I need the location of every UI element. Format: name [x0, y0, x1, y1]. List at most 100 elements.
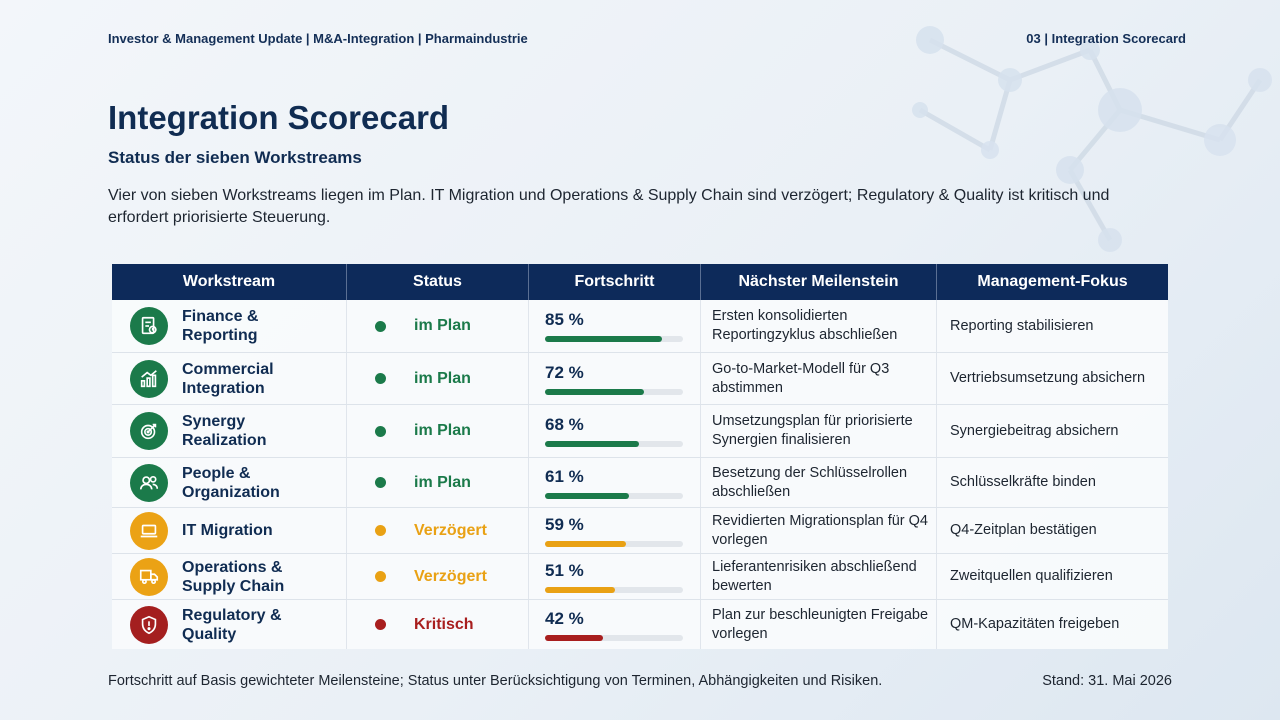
workstream-name: Commercial Integration	[182, 360, 274, 397]
header-breadcrumb: Investor & Management Update | M&A-Integ…	[108, 31, 528, 46]
page-title: Integration Scorecard	[108, 99, 450, 136]
progress-value: 59 %	[545, 514, 584, 534]
workstream-name: Finance & Reporting	[182, 308, 259, 344]
focus-cell: Schlüsselkräfte binden	[950, 474, 1096, 490]
footer-date: Stand: 31. Mai 2026	[1042, 673, 1172, 689]
col-header-progress: Fortschritt	[529, 264, 701, 300]
progress-cell: 68 %	[529, 405, 701, 457]
status-label: im Plan	[414, 369, 471, 387]
progress-value: 68 %	[545, 415, 584, 434]
footer: Fortschritt auf Basis gewichteter Meilen…	[108, 673, 1172, 689]
status-label: im Plan	[414, 317, 471, 334]
table-row: Synergy Realization im Plan 68 % Umsetzu…	[112, 405, 1168, 458]
workstream-name: Synergy Realization	[182, 413, 267, 449]
progress-value: 85 %	[545, 310, 584, 329]
status-cell: im Plan	[347, 405, 529, 457]
progress-cell: 72 %	[529, 353, 701, 404]
focus-cell: Q4-Zeitplan bestätigen	[950, 522, 1097, 538]
milestone-cell: Lieferantenrisiken abschließend bewerten	[701, 554, 937, 599]
intro-text: Vier von sieben Workstreams liegen im Pl…	[108, 187, 1110, 226]
shield-alert-icon	[130, 605, 168, 644]
growth-chart-icon	[130, 359, 168, 398]
footer-note: Fortschritt auf Basis gewichteter Meilen…	[108, 673, 883, 689]
workstream-cell: Finance & Reporting	[112, 300, 347, 352]
workstream-name: Regulatory & Quality	[182, 606, 282, 643]
page-subtitle: Status der sieben Workstreams	[108, 148, 362, 167]
milestone-cell: Revidierten Migrationsplan für Q4 vorleg…	[701, 508, 937, 553]
workstream-cell: IT Migration	[112, 508, 347, 553]
header-section: 03 | Integration Scorecard	[1026, 31, 1186, 46]
status-dot	[375, 373, 386, 384]
table-header: Workstream Status Fortschritt Nächster M…	[112, 264, 1168, 300]
table-row: Regulatory & Quality Kritisch 42 % Plan …	[112, 600, 1168, 649]
status-dot	[375, 619, 386, 630]
focus-cell: Zweitquellen qualifizieren	[950, 568, 1113, 584]
progress-track	[545, 388, 683, 395]
top-bar: Investor & Management Update | M&A-Integ…	[108, 31, 1186, 46]
col-header-status: Status	[347, 264, 529, 300]
workstream-cell: Regulatory & Quality	[112, 600, 347, 649]
status-dot	[375, 320, 386, 332]
workstream-name: Operations & Supply Chain	[182, 558, 285, 595]
progress-bar-fill	[545, 634, 603, 641]
laptop-icon	[130, 511, 168, 550]
progress-bar-fill	[545, 336, 663, 342]
table-row: IT Migration Verzögert 59 % Revidierten …	[112, 508, 1168, 554]
progress-track	[545, 492, 683, 499]
milestone-cell: Go-to-Market-Modell für Q3 abstimmen	[701, 353, 937, 404]
status-cell: im Plan	[347, 458, 529, 507]
finance-report-icon	[130, 307, 168, 345]
progress-value: 61 %	[545, 466, 584, 486]
progress-track	[545, 336, 683, 342]
progress-cell: 85 %	[529, 300, 701, 352]
progress-bar-fill	[545, 586, 616, 593]
workstream-cell: Commercial Integration	[112, 353, 347, 404]
progress-track	[545, 634, 683, 641]
milestone-cell: Plan zur beschleunigten Freigabe vorlege…	[701, 600, 937, 649]
workstream-cell: Operations & Supply Chain	[112, 554, 347, 599]
milestone-cell: Umsetzungsplan für priorisierte Synergie…	[701, 405, 937, 457]
table-row: Operations & Supply Chain Verzögert 51 %…	[112, 554, 1168, 600]
status-dot	[375, 525, 386, 536]
table-row: Commercial Integration im Plan 72 % Go-t…	[112, 353, 1168, 405]
status-cell: Verzögert	[347, 508, 529, 553]
workstream-name: People & Organization	[182, 464, 280, 501]
progress-value: 72 %	[545, 362, 584, 382]
milestone-cell: Besetzung der Schlüsselrollen abschließe…	[701, 458, 937, 507]
progress-track	[545, 586, 683, 593]
status-label: Verzögert	[414, 567, 487, 585]
progress-value: 51 %	[545, 560, 584, 580]
workstream-cell: Synergy Realization	[112, 405, 347, 457]
workstream-name: IT Migration	[182, 522, 273, 539]
progress-value: 42 %	[545, 608, 584, 628]
status-cell: Verzögert	[347, 554, 529, 599]
progress-bar-fill	[545, 492, 630, 499]
focus-cell: Vertriebsumsetzung absichern	[950, 370, 1146, 386]
status-cell: Kritisch	[347, 600, 529, 649]
table-row: Finance & Reporting im Plan 85 % Ersten …	[112, 300, 1168, 353]
molecule-background	[912, 26, 1272, 252]
workstream-cell: People & Organization	[112, 458, 347, 507]
col-header-workstream: Workstream	[112, 264, 347, 300]
table-row: People & Organization im Plan 61 % Beset…	[112, 458, 1168, 508]
target-icon	[130, 412, 168, 450]
status-dot	[375, 477, 386, 488]
status-cell: im Plan	[347, 300, 529, 352]
col-header-milestone: Nächster Meilenstein	[701, 264, 937, 300]
status-label: im Plan	[414, 422, 471, 439]
progress-bar-fill	[545, 540, 627, 547]
progress-track	[545, 540, 683, 547]
status-dot	[375, 425, 386, 437]
progress-bar-fill	[545, 388, 645, 395]
status-label: Kritisch	[414, 615, 474, 633]
progress-cell: 59 %	[529, 508, 701, 553]
progress-bar-fill	[545, 441, 639, 447]
progress-cell: 51 %	[529, 554, 701, 599]
status-dot	[375, 571, 386, 582]
people-icon	[130, 463, 168, 502]
focus-cell: Synergiebeitrag absichern	[950, 422, 1119, 439]
col-header-focus: Management-Fokus	[977, 273, 1128, 290]
status-cell: im Plan	[347, 353, 529, 404]
scorecard-table: Workstream Status Fortschritt Nächster M…	[112, 264, 1168, 649]
status-label: Verzögert	[414, 521, 487, 539]
